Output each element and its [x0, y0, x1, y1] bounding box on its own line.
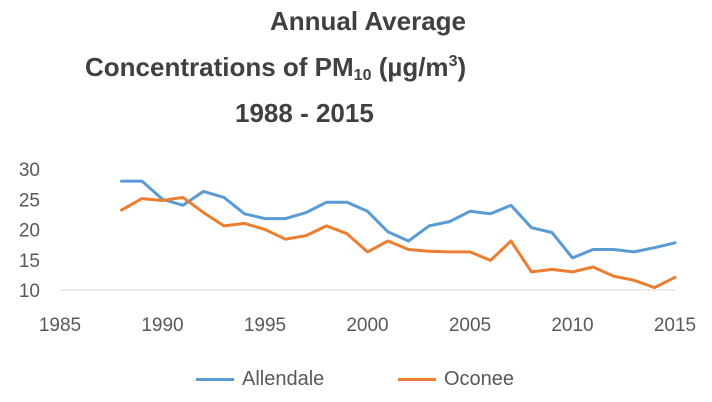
title-line-2-units: (µg/m: [371, 52, 449, 82]
title-line-3: 1988 - 2015: [235, 98, 374, 128]
y-tick-label: 15: [19, 251, 40, 272]
title-line-2-subscript: 10: [353, 67, 372, 84]
series-lines: [120, 179, 677, 290]
title-line-2: Concentrations of PM10 (µg/m3): [85, 52, 466, 85]
legend-swatch-oconee: [398, 378, 436, 381]
legend-label-allendale: Allendale: [242, 368, 325, 390]
x-tick-label: 1990: [141, 315, 183, 336]
x-tick-label: 2010: [551, 315, 593, 336]
x-tick-label: 2000: [346, 315, 388, 336]
title-line-2-suffix: ): [457, 52, 467, 82]
y-axis-tick-labels: 10 15 20 25 30: [19, 160, 40, 302]
legend-item-allendale: Allendale: [196, 368, 324, 391]
legend-swatch-allendale: [196, 378, 234, 381]
legend-item-oconee: Oconee: [398, 368, 514, 391]
x-tick-label: 2005: [449, 315, 491, 336]
title-line-1: Annual Average: [270, 6, 467, 36]
y-tick-label: 25: [19, 190, 40, 211]
title-line-2-superscript: 3: [448, 53, 458, 70]
legend-label-oconee: Oconee: [444, 368, 515, 390]
title-line-2-prefix: Concentrations of PM: [85, 52, 354, 82]
x-axis-tick-labels: 1985 1990 1995 2000 2005 2010 2015: [39, 315, 696, 336]
series-line-allendale: [120, 179, 677, 260]
x-tick-label: 1995: [244, 315, 286, 336]
y-tick-label: 10: [19, 281, 40, 302]
series-line-oconee: [120, 195, 677, 290]
y-tick-label: 30: [19, 160, 40, 181]
y-tick-label: 20: [19, 221, 40, 242]
x-tick-label: 1985: [39, 315, 81, 336]
x-tick-label: 2015: [654, 315, 696, 336]
legend: Allendale Oconee: [0, 368, 712, 398]
